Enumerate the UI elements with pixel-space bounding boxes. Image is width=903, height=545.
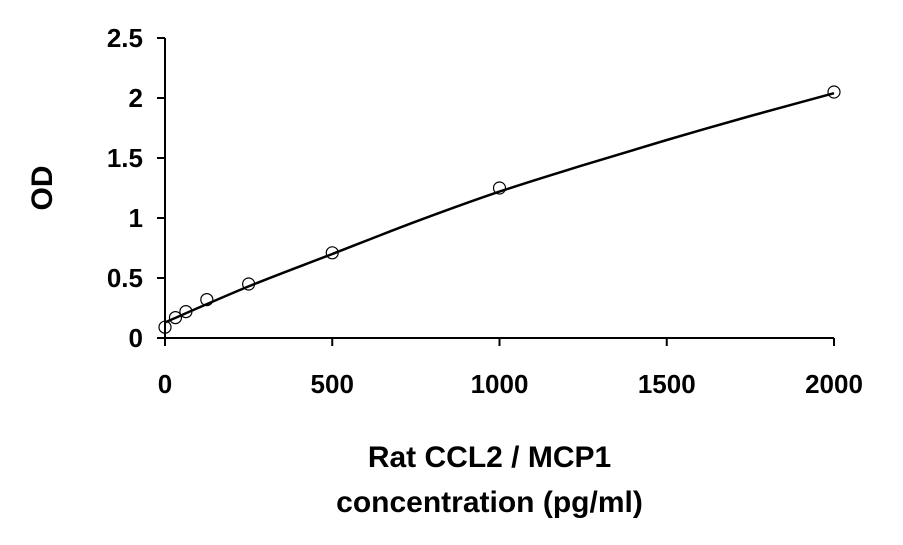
data-point xyxy=(492,181,507,195)
data-point xyxy=(158,320,172,334)
data-point xyxy=(168,311,183,325)
x-axis-title-line-2: concentration (pg/ml) xyxy=(336,486,643,519)
x-tick-label: 1500 xyxy=(638,369,696,399)
y-ticks: 0 0.5 1 1.5 2 2.5 xyxy=(107,23,165,353)
data-point xyxy=(179,305,193,319)
x-tick-label: 0 xyxy=(158,369,172,399)
data-point xyxy=(325,246,339,260)
x-tick-label: 500 xyxy=(311,369,354,399)
x-tick-label: 1000 xyxy=(471,369,529,399)
y-tick-label: 2 xyxy=(129,83,143,113)
data-point xyxy=(827,85,841,99)
y-axis-title: OD xyxy=(26,166,59,211)
y-tick-label: 0 xyxy=(129,323,143,353)
data-point xyxy=(242,277,256,291)
y-tick-label: 2.5 xyxy=(107,23,143,53)
x-ticks: 0 500 1000 1500 2000 xyxy=(158,338,863,399)
y-tick-label: 1 xyxy=(129,203,143,233)
y-tick-label: 1.5 xyxy=(107,143,143,173)
fit-line xyxy=(164,91,835,324)
x-tick-label: 2000 xyxy=(805,369,863,399)
data-point xyxy=(200,293,214,307)
axes xyxy=(164,38,834,339)
y-tick-label: 0.5 xyxy=(107,263,143,293)
x-axis-title-line-1: Rat CCL2 / MCP1 xyxy=(368,441,611,474)
data-points xyxy=(158,85,841,334)
